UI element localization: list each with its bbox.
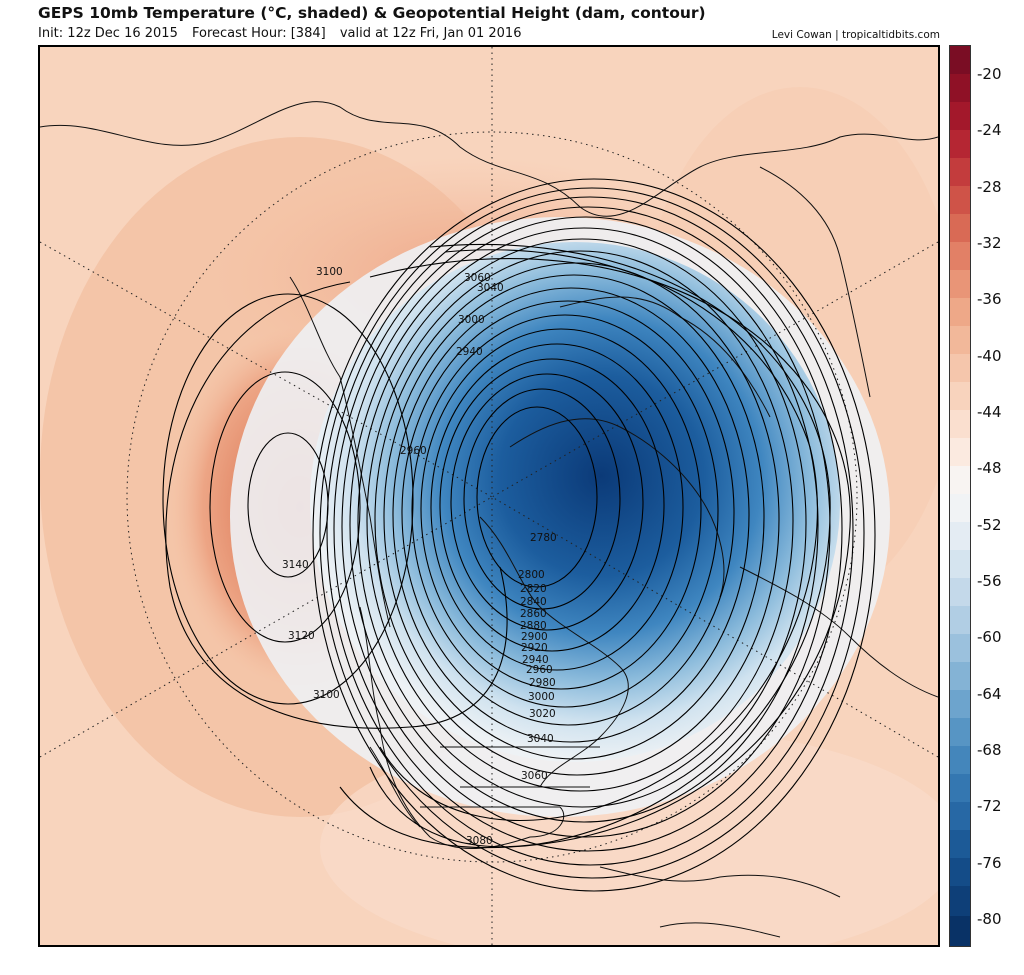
colorbar-label: -24 [977,121,1002,139]
contour-label: 3140 [282,559,309,571]
contour-label: 3060 [464,272,491,284]
colorbar-label: -44 [977,403,1002,421]
colorbar-label: -64 [977,685,1002,703]
contour-label: 2960 [400,445,427,457]
colorbar-swatches [950,46,970,946]
colorbar-label: -68 [977,741,1002,759]
init-time: Init: 12z Dec 16 2015 [38,26,178,41]
cold-vortex [310,242,840,762]
contour-label: 2840 [520,596,547,608]
graticule [40,47,938,945]
map-canvas: 3100 3060 3040 3000 2940 2960 2780 2800 … [40,47,938,945]
coastlines [40,101,938,938]
contour-label: 2780 [530,532,557,544]
contour-label: 3040 [477,282,504,294]
contour-label: 2820 [520,583,547,595]
colorbar-label: -60 [977,628,1002,646]
colorbar-label: -56 [977,572,1002,590]
contour-label: 3000 [458,314,485,326]
contour-label: 3000 [528,691,555,703]
colorbar-label: -52 [977,516,1002,534]
contour-label: 2960 [526,664,553,676]
colorbar-label: -36 [977,290,1002,308]
colorbar-label: -72 [977,797,1002,815]
height-contours-outer [162,243,851,849]
contour-label: 3120 [288,630,315,642]
contour-label: 3080 [466,835,493,847]
colorbar-label: -48 [977,459,1002,477]
colorbar-label: -76 [977,854,1002,872]
contour-label: 2940 [522,654,549,666]
chart-subtitle: Init: 12z Dec 16 2015 Forecast Hour: [38… [38,26,531,41]
height-contours-vortex [312,178,876,892]
contour-label: 3060 [521,770,548,782]
contour-label: 2920 [521,642,548,654]
contour-label: 2940 [456,346,483,358]
valid-time: valid at 12z Fri, Jan 01 2016 [339,26,522,41]
colorbar [949,45,971,947]
contour-label: 3100 [313,689,340,701]
colorbar-label: -80 [977,910,1002,928]
author-credit: Levi Cowan | tropicaltidbits.com [771,29,940,41]
contour-label: 2900 [521,631,548,643]
forecast-hour: Forecast Hour: [384] [191,26,326,41]
chart-title: GEPS 10mb Temperature (°C, shaded) & Geo… [38,4,706,22]
contour-label: 2860 [520,608,547,620]
colorbar-label: -20 [977,65,1002,83]
contour-label: 3040 [527,733,554,745]
polar-map[interactable]: 3100 3060 3040 3000 2940 2960 2780 2800 … [38,45,940,947]
contour-label: 3100 [316,266,343,278]
colorbar-label: -28 [977,178,1002,196]
contour-label: 2880 [520,620,547,632]
contour-labels: 3100 3060 3040 3000 2940 2960 2780 2800 … [282,266,557,847]
contour-label: 2800 [518,569,545,581]
colorbar-label: -32 [977,234,1002,252]
contour-label: 2980 [529,677,556,689]
colorbar-label: -40 [977,347,1002,365]
contour-label: 3020 [529,708,556,720]
